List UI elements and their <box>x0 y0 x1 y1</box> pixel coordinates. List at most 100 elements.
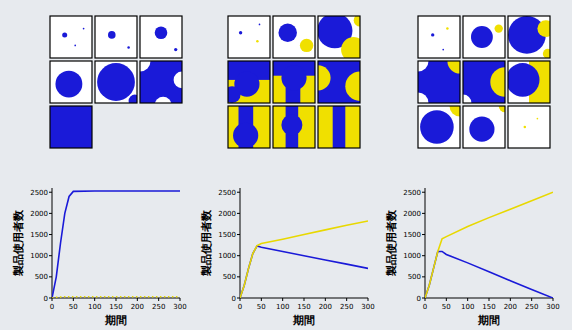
y-tick-label: 2000 <box>218 210 236 218</box>
y-tick-label: 2000 <box>30 210 48 218</box>
x-tick <box>510 298 511 301</box>
y-tick <box>49 213 52 214</box>
panel-border <box>463 61 505 103</box>
snapshot-panel <box>50 106 92 148</box>
region <box>155 27 168 40</box>
series-line <box>425 251 553 298</box>
region <box>278 24 296 42</box>
snapshot-panel <box>418 61 460 103</box>
snapshot-panel <box>50 61 92 103</box>
y-tick <box>49 234 52 235</box>
region <box>471 26 493 48</box>
series-line <box>52 297 180 298</box>
x-tick <box>240 298 241 301</box>
panel-border <box>273 61 315 103</box>
y-tick-label: 1500 <box>218 231 236 239</box>
x-tick <box>180 298 181 301</box>
snapshot-panel <box>228 16 270 58</box>
y-tick-label: 2500 <box>218 189 236 197</box>
x-tick-label: 200 <box>504 303 517 311</box>
panel-border <box>318 16 360 58</box>
y-axis <box>425 188 426 298</box>
region <box>508 63 540 97</box>
panel-border <box>508 106 550 148</box>
y-tick <box>422 276 425 277</box>
y-tick-label: 1500 <box>403 231 421 239</box>
panel-border <box>318 61 360 103</box>
x-tick <box>446 298 447 301</box>
region <box>495 24 503 32</box>
y-tick-label: 0 <box>417 295 421 303</box>
panel-background <box>95 16 137 58</box>
x-tick-label: 150 <box>109 303 122 311</box>
region <box>228 86 241 103</box>
snapshot-panel <box>95 61 137 103</box>
x-tick <box>73 298 74 301</box>
x-tick-label: 300 <box>546 303 559 311</box>
snapshot-panel <box>228 61 270 103</box>
region <box>524 126 527 129</box>
region <box>259 24 261 26</box>
region <box>537 20 550 37</box>
region <box>256 40 259 43</box>
snapshot-panel <box>318 61 360 103</box>
panel-background <box>50 106 92 148</box>
panel-border <box>140 16 182 58</box>
region <box>97 63 135 101</box>
x-tick-label: 50 <box>69 303 78 311</box>
panel-background <box>228 106 270 148</box>
x-tick <box>261 298 262 301</box>
region <box>318 65 331 90</box>
panel-background <box>50 16 92 58</box>
snapshot-panel <box>95 16 137 58</box>
region <box>300 39 313 52</box>
panel-border <box>508 61 550 103</box>
panel-border <box>95 61 137 103</box>
y-tick-label: 1000 <box>30 252 48 260</box>
region <box>174 72 182 89</box>
region <box>108 31 116 39</box>
region <box>55 71 82 98</box>
series-line <box>240 221 368 298</box>
x-axis-label: 期間 <box>477 314 500 327</box>
region <box>281 65 306 90</box>
panel-border <box>50 106 92 148</box>
snapshot-panel <box>273 16 315 58</box>
y-tick-label: 500 <box>408 273 421 281</box>
panel-border <box>228 106 270 148</box>
panel-background <box>418 16 460 58</box>
panel-border <box>50 16 92 58</box>
x-tick <box>52 298 53 301</box>
snapshot-panel <box>463 16 505 58</box>
y-tick <box>237 192 240 193</box>
y-tick <box>237 255 240 256</box>
x-tick-label: 50 <box>442 303 451 311</box>
region <box>418 61 429 72</box>
x-tick <box>304 298 305 301</box>
panel-background <box>318 106 360 148</box>
region <box>127 46 130 49</box>
region <box>543 49 550 58</box>
y-tick <box>422 234 425 235</box>
y-tick-label: 2000 <box>403 210 421 218</box>
x-tick <box>94 298 95 301</box>
y-tick-label: 1000 <box>218 252 236 260</box>
x-tick-label: 250 <box>525 303 538 311</box>
region <box>345 72 360 101</box>
y-axis-label: 製品使用者数 <box>385 209 398 277</box>
x-tick <box>467 298 468 301</box>
x-tick <box>325 298 326 301</box>
y-tick-label: 2500 <box>30 189 48 197</box>
y-tick <box>49 255 52 256</box>
x-tick-label: 100 <box>88 303 101 311</box>
y-axis-label: 製品使用者数 <box>200 209 213 277</box>
panel-background <box>273 16 315 58</box>
x-tick <box>553 298 554 301</box>
panel-border <box>318 106 360 148</box>
y-axis <box>240 188 241 298</box>
region <box>333 106 346 148</box>
x-tick-label: 0 <box>50 303 54 311</box>
panel-border <box>50 61 92 103</box>
snapshot-panel <box>318 16 360 58</box>
region <box>354 16 360 27</box>
